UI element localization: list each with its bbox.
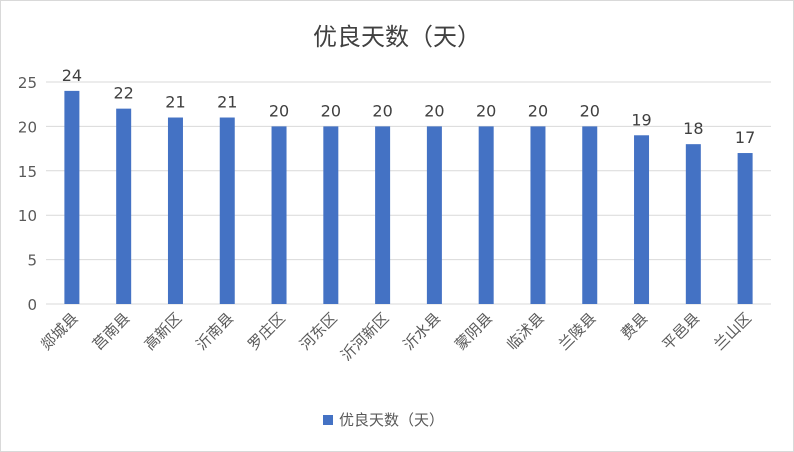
data-label: 20 xyxy=(269,101,289,120)
x-tick-label: 临沭县 xyxy=(503,309,548,354)
bar xyxy=(375,126,391,305)
x-tick-label: 沂水县 xyxy=(400,309,445,354)
data-label: 17 xyxy=(735,128,755,147)
bar xyxy=(116,108,132,304)
data-label: 20 xyxy=(528,101,548,120)
bar xyxy=(478,126,494,305)
bar xyxy=(64,90,80,304)
x-tick-label: 沂南县 xyxy=(193,309,238,354)
y-tick-label: 25 xyxy=(18,74,37,92)
y-tick-label: 20 xyxy=(18,118,37,136)
x-tick-label: 高新区 xyxy=(141,309,186,354)
x-tick-label: 河东区 xyxy=(296,309,341,354)
y-tick-label: 5 xyxy=(27,252,37,270)
bar xyxy=(426,126,442,305)
data-label: 21 xyxy=(165,93,185,112)
y-tick-label: 10 xyxy=(18,207,37,225)
data-label: 21 xyxy=(217,93,237,112)
x-tick-label: 罗庄区 xyxy=(244,309,289,354)
bar xyxy=(634,135,650,304)
bar xyxy=(323,126,339,305)
x-tick-label: 兰陵县 xyxy=(555,309,600,354)
y-tick-label: 0 xyxy=(27,296,37,314)
bar xyxy=(219,117,235,305)
chart-title: 优良天数（天） xyxy=(313,23,481,51)
x-tick-label: 兰山区 xyxy=(710,309,755,354)
legend-swatch xyxy=(323,415,333,425)
y-tick-label: 15 xyxy=(18,163,37,181)
bar xyxy=(167,117,183,305)
data-label: 24 xyxy=(62,66,82,85)
data-label: 20 xyxy=(580,101,600,120)
bar xyxy=(582,126,598,305)
x-tick-label: 蒙阴县 xyxy=(451,309,496,354)
legend-label: 优良天数（天） xyxy=(339,411,444,429)
data-label: 20 xyxy=(476,101,496,120)
x-tick-label: 莒南县 xyxy=(89,309,134,354)
bar xyxy=(271,126,287,305)
data-label: 18 xyxy=(683,119,703,138)
data-label: 20 xyxy=(372,101,392,120)
x-tick-label: 沂河新区 xyxy=(337,309,392,364)
data-label: 20 xyxy=(321,101,341,120)
x-tick-label: 费县 xyxy=(617,309,651,343)
data-label: 20 xyxy=(424,101,444,120)
bar xyxy=(737,153,753,304)
x-tick-label: 郯城县 xyxy=(37,309,82,354)
data-label: 19 xyxy=(631,110,651,129)
bar xyxy=(685,144,701,304)
data-label: 22 xyxy=(113,84,133,103)
x-tick-label: 平邑县 xyxy=(659,309,704,354)
bar xyxy=(530,126,546,305)
